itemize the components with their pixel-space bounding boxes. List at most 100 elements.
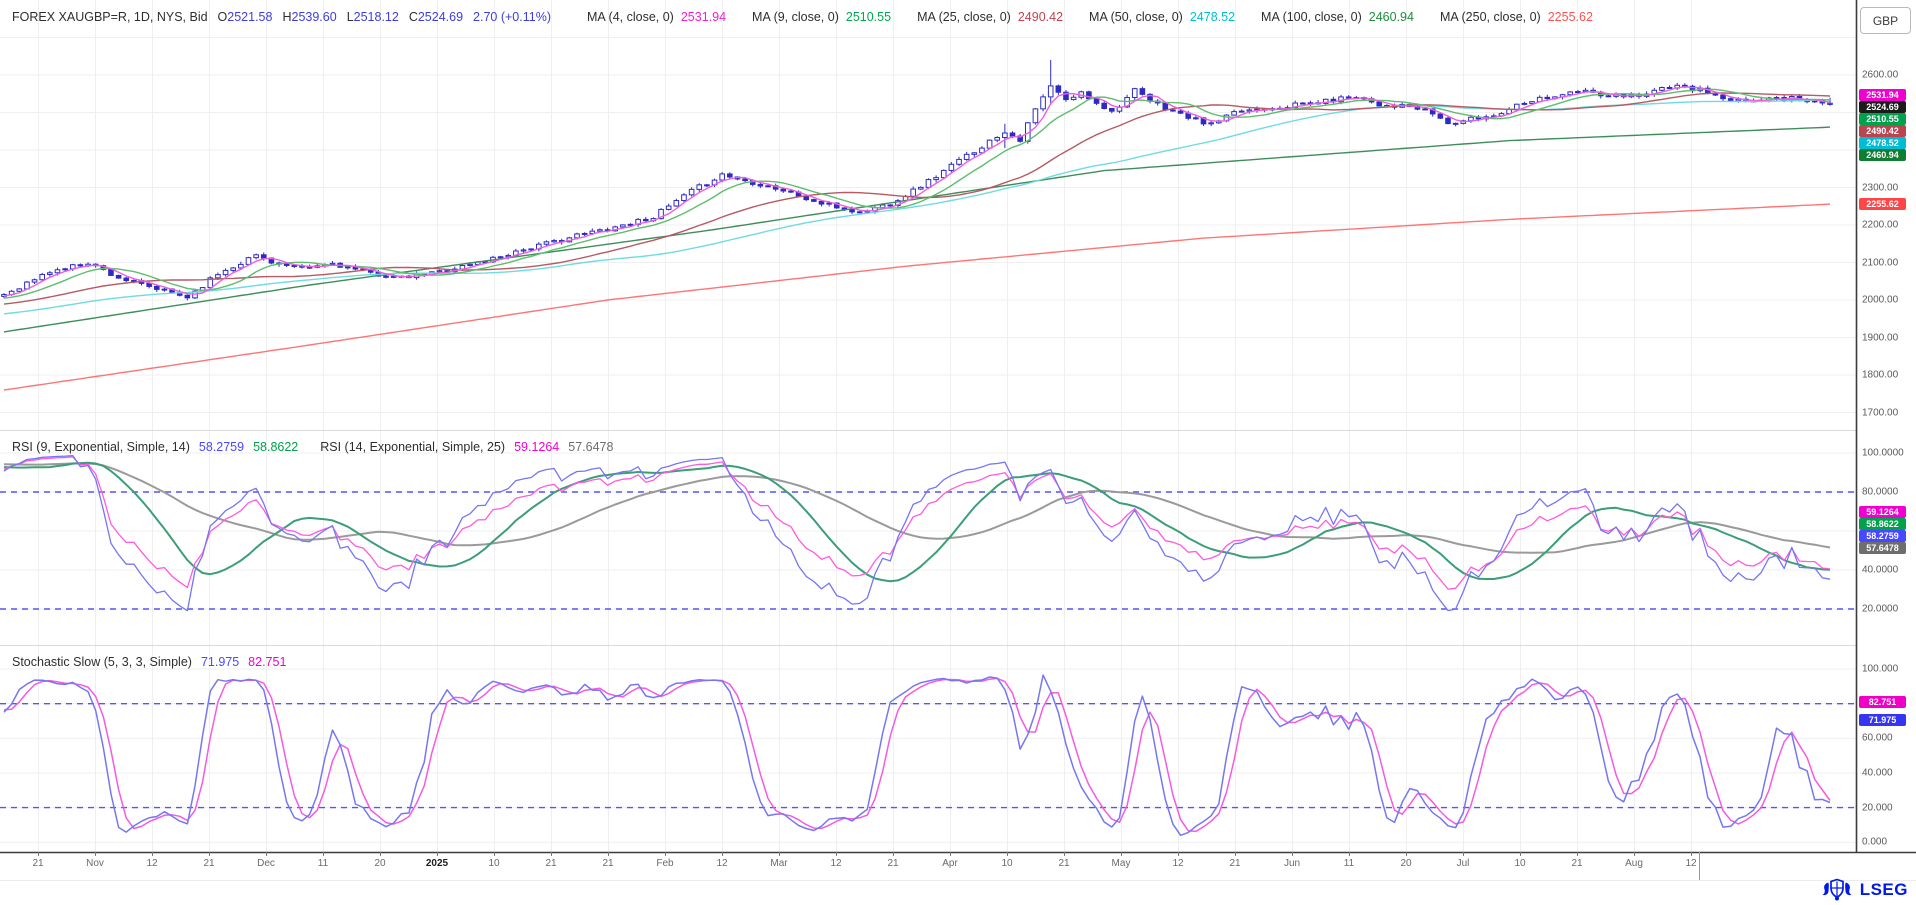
stoch-legend[interactable]: Stochastic Slow (5, 3, 3, Simple) 71.975… xyxy=(12,655,295,669)
ma-legend-item[interactable]: MA (9, close, 0) 2510.55 xyxy=(752,10,891,24)
ma-legend-label: MA (100, close, 0) xyxy=(1261,10,1362,24)
price-axis-label: 1800.00 xyxy=(1862,369,1899,381)
rsi9-signal-value: 58.8622 xyxy=(253,440,299,454)
currency-button[interactable]: GBP xyxy=(1860,7,1911,34)
stoch-k-value: 71.975 xyxy=(200,655,240,669)
time-axis-label: 20 xyxy=(1400,858,1412,869)
ma-legend-label: MA (4, close, 0) xyxy=(587,10,674,24)
ma-legend-label: MA (50, close, 0) xyxy=(1089,10,1183,24)
price-axis-label: 2200.00 xyxy=(1862,219,1899,231)
ma-legend-item[interactable]: MA (50, close, 0) 2478.52 xyxy=(1089,10,1235,24)
stoch-axis-label: 0.000 xyxy=(1862,836,1888,848)
price-axis-label: 1700.00 xyxy=(1862,407,1899,418)
time-axis-label: 2025 xyxy=(425,858,449,869)
rsi-axis-label: 100.0000 xyxy=(1862,447,1904,459)
rsi-badge: 57.6478 xyxy=(1859,542,1906,554)
time-axis-label: 21 xyxy=(1058,858,1070,869)
time-axis-label: 20 xyxy=(374,858,386,869)
time-axis-label: 11 xyxy=(1343,858,1355,869)
price-axis-label: 1900.00 xyxy=(1862,332,1899,343)
time-axis-label: 11 xyxy=(317,858,329,869)
time-axis-label: Mar xyxy=(770,858,788,869)
rsi9-label: RSI (9, Exponential, Simple, 14) xyxy=(12,440,190,454)
rsi9-value: 58.2759 xyxy=(198,440,245,454)
time-axis-label: Jun xyxy=(1283,858,1301,869)
stoch-axis-label: 60.000 xyxy=(1862,732,1893,744)
rsi-badge: 58.8622 xyxy=(1859,518,1906,530)
ma-legend-item[interactable]: MA (100, close, 0) 2460.94 xyxy=(1261,10,1414,24)
price-axis-label: 2000.00 xyxy=(1862,294,1899,306)
time-axis-label: Dec xyxy=(257,858,275,869)
rsi14-value: 59.1264 xyxy=(514,440,560,454)
rsi14-signal-value: 57.6478 xyxy=(568,440,614,454)
ma-legend-value: 2460.94 xyxy=(1368,10,1414,24)
price-pane-legend[interactable]: FOREX XAUGBP=R, 1D, NYS, Bid O2521.58 H2… xyxy=(12,7,1593,27)
rsi-axis-label: 80.0000 xyxy=(1862,486,1899,498)
time-axis-label: 10 xyxy=(1514,858,1526,869)
ma-legend-label: MA (9, close, 0) xyxy=(752,10,839,24)
time-axis-label: 21 xyxy=(545,858,557,869)
lseg-logo: LSEG xyxy=(1820,878,1908,902)
time-axis-label: Nov xyxy=(86,858,104,869)
time-axis-label: 21 xyxy=(32,858,44,869)
ma-legend-label: MA (25, close, 0) xyxy=(917,10,1011,24)
time-axis-label: 21 xyxy=(1229,858,1241,869)
time-axis-label: 10 xyxy=(1001,858,1013,869)
ma-legend-label: MA (250, close, 0) xyxy=(1439,10,1541,24)
ma-legend-value: 2531.94 xyxy=(680,10,727,24)
stoch-badge: 71.975 xyxy=(1859,714,1906,726)
time-axis-label: 10 xyxy=(488,858,500,869)
price-badge: 2510.55 xyxy=(1859,113,1906,125)
time-axis-label: 21 xyxy=(887,858,899,869)
change-value: 2.70 (+0.11%) xyxy=(473,10,551,24)
time-axis-label: 12 xyxy=(716,858,728,869)
rsi-badge: 59.1264 xyxy=(1859,506,1906,518)
price-badge: 2524.69 xyxy=(1859,101,1906,113)
price-badge: 2255.62 xyxy=(1859,198,1906,210)
ma-legend-value: 2478.52 xyxy=(1189,10,1236,24)
price-axis-label: 2100.00 xyxy=(1862,257,1899,268)
close-value: C2524.69 xyxy=(408,10,464,24)
stoch-axis-label: 100.000 xyxy=(1862,663,1899,675)
time-axis-label: Feb xyxy=(656,858,674,869)
ma-legend-value: 2255.62 xyxy=(1547,10,1593,24)
instrument-label: FOREX XAUGBP=R, 1D, NYS, Bid xyxy=(12,10,208,24)
stoch-badge: 82.751 xyxy=(1859,696,1906,708)
time-axis-label: Apr xyxy=(942,858,958,869)
high-value: H2539.60 xyxy=(282,10,337,24)
price-axis-label: 2600.00 xyxy=(1862,69,1899,81)
price-badge: 2478.52 xyxy=(1859,137,1906,149)
ma-legend-item[interactable]: MA (250, close, 0) 2255.62 xyxy=(1440,10,1593,24)
low-value: L2518.12 xyxy=(346,10,399,24)
price-badge: 2531.94 xyxy=(1859,89,1906,101)
open-value: O2521.58 xyxy=(217,10,273,24)
stoch-label: Stochastic Slow (5, 3, 3, Simple) xyxy=(12,655,192,669)
ma-legend-item[interactable]: MA (4, close, 0) 2531.94 xyxy=(587,10,726,24)
price-badge: 2460.94 xyxy=(1859,149,1906,161)
price-badge: 2490.42 xyxy=(1859,125,1906,137)
time-axis-label: 21 xyxy=(602,858,614,869)
time-axis-label: 21 xyxy=(1571,858,1583,869)
time-axis-label: Aug xyxy=(1625,858,1643,869)
ma-legend-value: 2510.55 xyxy=(845,10,892,24)
ma-legend-item[interactable]: MA (25, close, 0) 2490.42 xyxy=(917,10,1063,24)
rsi-axis-label: 20.0000 xyxy=(1862,603,1899,615)
stoch-d-value: 82.751 xyxy=(248,655,287,669)
stoch-axis-label: 40.000 xyxy=(1862,767,1893,779)
ma-legend-value: 2490.42 xyxy=(1017,10,1064,24)
price-axis-label: 2300.00 xyxy=(1862,182,1899,193)
time-axis-label: 12 xyxy=(830,858,842,869)
time-axis-label: 21 xyxy=(203,858,215,869)
time-axis-label: Jul xyxy=(1456,858,1470,869)
rsi-axis-label: 40.0000 xyxy=(1862,564,1899,576)
time-axis-label: 12 xyxy=(1685,858,1697,869)
time-axis-label: 12 xyxy=(1172,858,1184,869)
lseg-wordmark: LSEG xyxy=(1859,880,1908,899)
ma-legend: MA (4, close, 0) 2531.94 MA (9, close, 0) 2… xyxy=(561,10,1593,24)
rsi-badge: 58.2759 xyxy=(1859,530,1906,542)
time-axis-label: 12 xyxy=(146,858,158,869)
time-axis-label: May xyxy=(1111,858,1131,869)
rsi-legend[interactable]: RSI (9, Exponential, Simple, 14) 58.2759… xyxy=(12,440,622,454)
